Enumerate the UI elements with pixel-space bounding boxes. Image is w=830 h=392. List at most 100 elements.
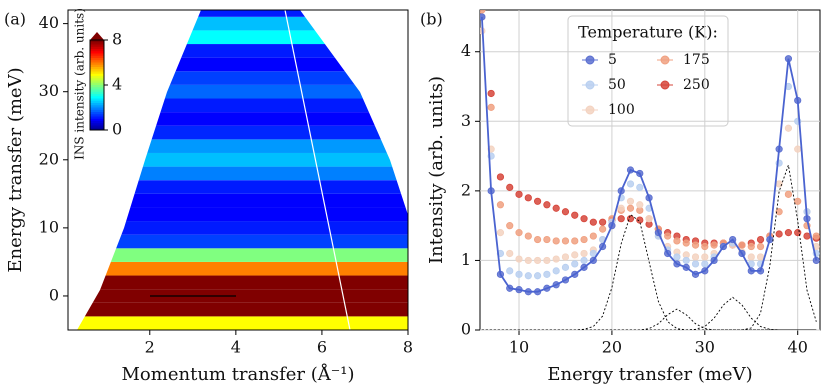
- heat-band: [77, 248, 408, 262]
- heat-band: [77, 302, 408, 317]
- data-point: [775, 208, 783, 216]
- colorbar-swatch: [90, 40, 104, 43]
- heat-band: [77, 166, 408, 181]
- x-tick-label: 10: [509, 338, 529, 357]
- colorbar-swatch: [90, 64, 104, 68]
- colorbar-swatch: [90, 53, 104, 57]
- component-line: [481, 308, 817, 330]
- colorbar-swatch: [90, 109, 104, 113]
- colorbar-swatch: [90, 80, 104, 84]
- data-point: [589, 232, 597, 240]
- colorbar-swatch: [90, 76, 104, 79]
- panel-label: (a): [4, 10, 26, 29]
- heat-band: [77, 98, 408, 113]
- colorbar-swatch: [90, 89, 104, 93]
- data-point: [533, 197, 542, 205]
- data-point: [480, 10, 486, 14]
- component-line: [481, 213, 817, 330]
- data-point: [812, 232, 820, 240]
- colorbar-swatch: [90, 46, 104, 50]
- data-point: [626, 180, 635, 188]
- heat-band: [77, 10, 408, 17]
- colorbar-swatch: [90, 42, 104, 45]
- data-point: [664, 232, 672, 240]
- colorbar-label: INS intensity (arb. units): [73, 8, 87, 160]
- colorbar-swatch: [90, 98, 104, 102]
- y-tick-label: 3: [461, 111, 471, 130]
- data-point: [682, 239, 690, 247]
- data-point: [626, 197, 635, 205]
- heat-band: [77, 234, 408, 249]
- data-point: [784, 190, 793, 198]
- legend-marker: [660, 80, 670, 90]
- heat-band: [77, 193, 408, 208]
- data-point: [794, 197, 802, 205]
- data-point: [747, 253, 755, 261]
- data-point: [571, 237, 579, 245]
- data-point: [506, 183, 514, 191]
- data-point: [552, 255, 560, 263]
- data-point: [533, 272, 542, 280]
- x-axis-label: Momentum transfer (Å⁻¹): [122, 363, 355, 385]
- data-point: [487, 103, 495, 111]
- data-point: [571, 211, 579, 219]
- colorbar-swatch: [90, 94, 104, 97]
- heat-band: [77, 16, 408, 31]
- heat-band: [77, 57, 408, 72]
- heat-band: [77, 139, 408, 153]
- legend-marker: [585, 55, 595, 65]
- data-point: [561, 208, 570, 216]
- y-tick-label: 10: [39, 217, 59, 236]
- data-point: [756, 253, 765, 261]
- data-point: [626, 204, 635, 212]
- colorbar-swatch: [90, 103, 104, 106]
- data-point: [524, 256, 532, 265]
- colorbar-swatch: [90, 62, 104, 66]
- data-point: [645, 215, 653, 223]
- legend-label: 175: [683, 52, 710, 68]
- data-point: [561, 263, 570, 271]
- colorbar-swatch: [90, 44, 104, 48]
- legend-label: 250: [683, 77, 710, 93]
- colorbar-swatch: [90, 82, 104, 86]
- y-tick-label: 0: [49, 285, 59, 304]
- x-tick-label: 20: [602, 338, 622, 357]
- colorbar-swatch: [90, 49, 104, 52]
- colorbar-swatch: [90, 71, 104, 75]
- colorbar-swatch: [90, 73, 104, 77]
- y-tick-label: 4: [461, 41, 471, 60]
- colorbar-extend: [90, 32, 104, 40]
- x-tick-label: 2: [145, 338, 155, 357]
- data-point: [543, 235, 551, 244]
- data-point: [515, 229, 523, 237]
- x-tick-label: 30: [695, 338, 715, 357]
- heat-band: [77, 112, 408, 126]
- colorbar-swatch: [90, 55, 104, 59]
- colorbar-swatch: [90, 67, 104, 70]
- data-point: [506, 267, 514, 275]
- data-point: [487, 89, 495, 98]
- fit-line: [481, 16, 818, 293]
- data-point: [561, 237, 570, 245]
- colorbar-tick-label: 4: [112, 75, 122, 94]
- data-point: [738, 241, 746, 249]
- heat-band: [77, 275, 408, 290]
- legend-marker: [660, 55, 670, 65]
- data-point: [552, 267, 560, 275]
- legend-box: [567, 15, 729, 127]
- colorbar-swatch: [90, 60, 104, 63]
- x-tick-label: 6: [317, 338, 327, 357]
- data-point: [784, 124, 793, 132]
- colorbar-swatch: [90, 87, 104, 90]
- y-axis-label: Energy transfer (meV): [5, 67, 26, 272]
- data-point: [524, 194, 532, 202]
- colorbar-swatch: [90, 127, 104, 131]
- data-point: [701, 253, 709, 261]
- data-point: [803, 232, 811, 240]
- data-point: [533, 235, 542, 244]
- data-point: [496, 173, 505, 181]
- colorbar-swatch: [90, 69, 104, 72]
- heat-band: [77, 316, 408, 330]
- y-tick-label: 40: [39, 13, 59, 32]
- data-point: [506, 249, 514, 258]
